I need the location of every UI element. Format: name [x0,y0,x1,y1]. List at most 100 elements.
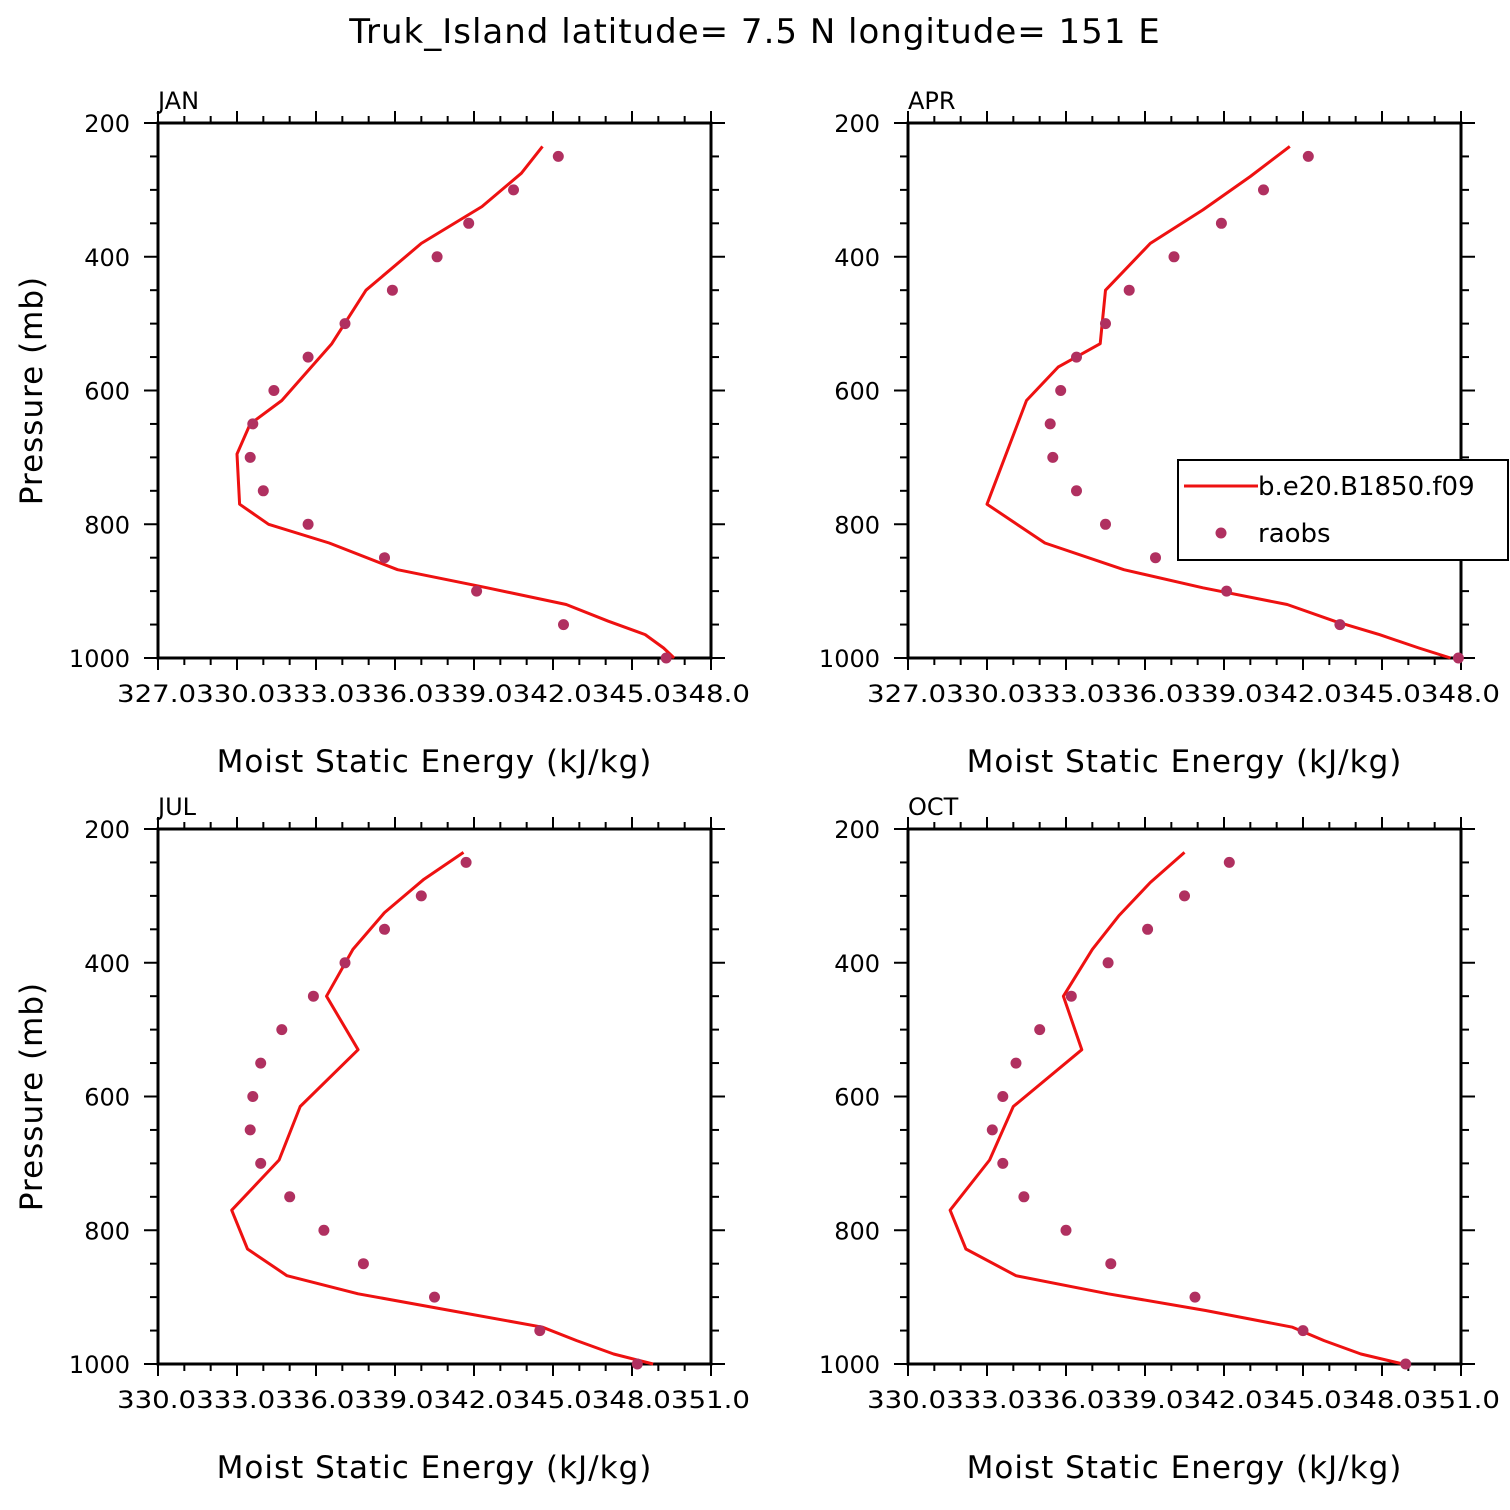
y-tick-label: 400 [834,244,880,272]
y-tick-label: 400 [834,950,880,978]
raobs-point [1302,150,1314,162]
raobs-point [244,451,256,463]
y-tick-label: 800 [84,1217,130,1245]
chart-panels: JAN 327.0330.0333.0336.0339.0342.0345.034… [14,87,1500,1486]
raobs-point [1047,451,1059,463]
x-axis-label: Moist Static Energy (kJ/kg) [967,1450,1403,1486]
y-tick-label: 200 [84,816,130,844]
raobs-point [552,150,564,162]
panel-label: JAN [156,87,199,115]
raobs-point [318,1224,330,1236]
raobs-point [986,1124,998,1136]
raobs-point [1010,1057,1022,1069]
model-profile-line [230,851,654,1366]
raobs-point [1060,1224,1072,1236]
raobs-point [339,957,351,969]
raobs-point [339,318,351,330]
raobs-point [268,385,280,396]
x-axis-label: Moist Static Energy (kJ/kg) [217,744,653,780]
panel-label: JUL [156,793,197,821]
raobs-point [508,184,519,196]
raobs-point [1168,251,1180,263]
x-tick-labels: 327.0330.0333.0336.0339.0342.0345.0348.0 [117,680,750,708]
y-tick-label: 200 [834,816,880,844]
y-tick-label: 200 [84,110,130,138]
raobs-point [302,518,314,530]
raobs-point [379,552,390,564]
raobs-point [302,351,314,363]
page-title: Truk_Island latitude= 7.5 N longitude= 1… [349,12,1161,52]
model-profile-line [235,145,676,660]
raobs-point [284,1191,296,1203]
raobs-point [1400,1358,1412,1370]
x-tick-labels: 330.0333.0336.0339.0342.0345.0348.0351.0 [867,1386,1500,1414]
x-axis-label: Moist Static Energy (kJ/kg) [967,744,1403,780]
raobs-point [1034,1024,1046,1036]
y-tick-label: 600 [84,378,130,406]
y-axis-label: Pressure (mb) [14,982,50,1211]
raobs-point [1334,619,1346,631]
y-tick-label: 400 [84,950,130,978]
y-tick-label: 1000 [69,645,130,673]
raobs-point [558,619,569,631]
raobs-point [1179,890,1190,902]
raobs-point [1100,518,1111,530]
raobs-point [660,652,672,664]
chart-panel-jan: JAN 327.0330.0333.0336.0339.0342.0345.034… [14,87,750,780]
raobs-point [257,485,269,497]
raobs-point [244,1124,256,1136]
model-profile-line [948,851,1404,1366]
plot-frame [906,121,1463,660]
raobs-point [1221,585,1233,597]
x-axis-label: Moist Static Energy (kJ/kg) [217,1450,653,1486]
raobs-point [1065,990,1077,1002]
raobs-point [276,1024,288,1036]
raobs-point [1297,1325,1309,1337]
y-tick-label: 1000 [819,645,880,673]
raobs-point [1044,418,1056,430]
raobs-point [1258,184,1269,196]
raobs-point [997,1157,1009,1169]
y-tick-label: 1000 [819,1351,880,1379]
legend-box [1177,459,1509,561]
raobs-point [255,1057,267,1069]
raobs-point [1452,652,1464,664]
raobs-point [997,1091,1009,1102]
raobs-point [1215,217,1227,229]
raobs-point [1223,856,1235,868]
raobs-point [460,856,472,868]
y-tick-label: 600 [834,1084,880,1112]
raobs-point [1123,284,1135,296]
raobs-point [415,890,427,902]
raobs-point [631,1358,643,1370]
raobs-point [1142,923,1154,935]
raobs-point [247,418,259,430]
plot-frame [906,827,1463,1366]
raobs-point [379,923,390,935]
raobs-point [463,217,475,229]
y-tick-label: 200 [834,110,880,138]
raobs-point [429,1291,440,1303]
x-tick-labels: 327.0330.0333.0336.0339.0342.0345.0348.0 [867,680,1500,708]
y-tick-label: 600 [84,1084,130,1112]
chart-panel-jul: JUL 330.0333.0336.0339.0342.0345.0348.035… [14,793,750,1486]
y-tick-label: 400 [84,244,130,272]
raobs-point [1071,351,1082,363]
plot-frame [156,827,713,1366]
raobs-point [1100,318,1111,330]
raobs-point [1055,385,1067,396]
y-tick-label: 1000 [69,1351,130,1379]
panel-label: APR [908,87,956,115]
raobs-point [386,284,398,296]
chart-panel-apr: APR 327.0330.0333.0336.0339.0342.0345.034… [819,87,1500,780]
x-tick-labels: 330.0333.0336.0339.0342.0345.0348.0351.0 [117,1386,750,1414]
chart-panel-oct: OCT 330.0333.0336.0339.0342.0345.0348.035… [819,793,1500,1486]
legend-obs-swatch [1215,527,1227,539]
legend-obs-label: raobs [1258,519,1331,549]
raobs-point [1189,1291,1201,1303]
raobs-point [307,990,319,1002]
y-tick-label: 600 [834,378,880,406]
legend: b.e20.B1850.f09 raobs [1177,459,1509,561]
y-tick-label: 800 [834,1217,880,1245]
